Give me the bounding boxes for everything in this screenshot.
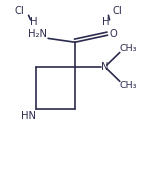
Text: O: O — [109, 29, 117, 39]
Text: H: H — [102, 17, 110, 27]
Text: H: H — [30, 17, 38, 27]
Text: Cl: Cl — [112, 7, 122, 16]
Text: Cl: Cl — [15, 7, 24, 16]
Text: N: N — [101, 62, 108, 72]
Text: HN: HN — [21, 111, 36, 121]
Text: H₂N: H₂N — [28, 29, 47, 39]
Text: CH₃: CH₃ — [119, 81, 137, 90]
Text: CH₃: CH₃ — [119, 44, 137, 53]
